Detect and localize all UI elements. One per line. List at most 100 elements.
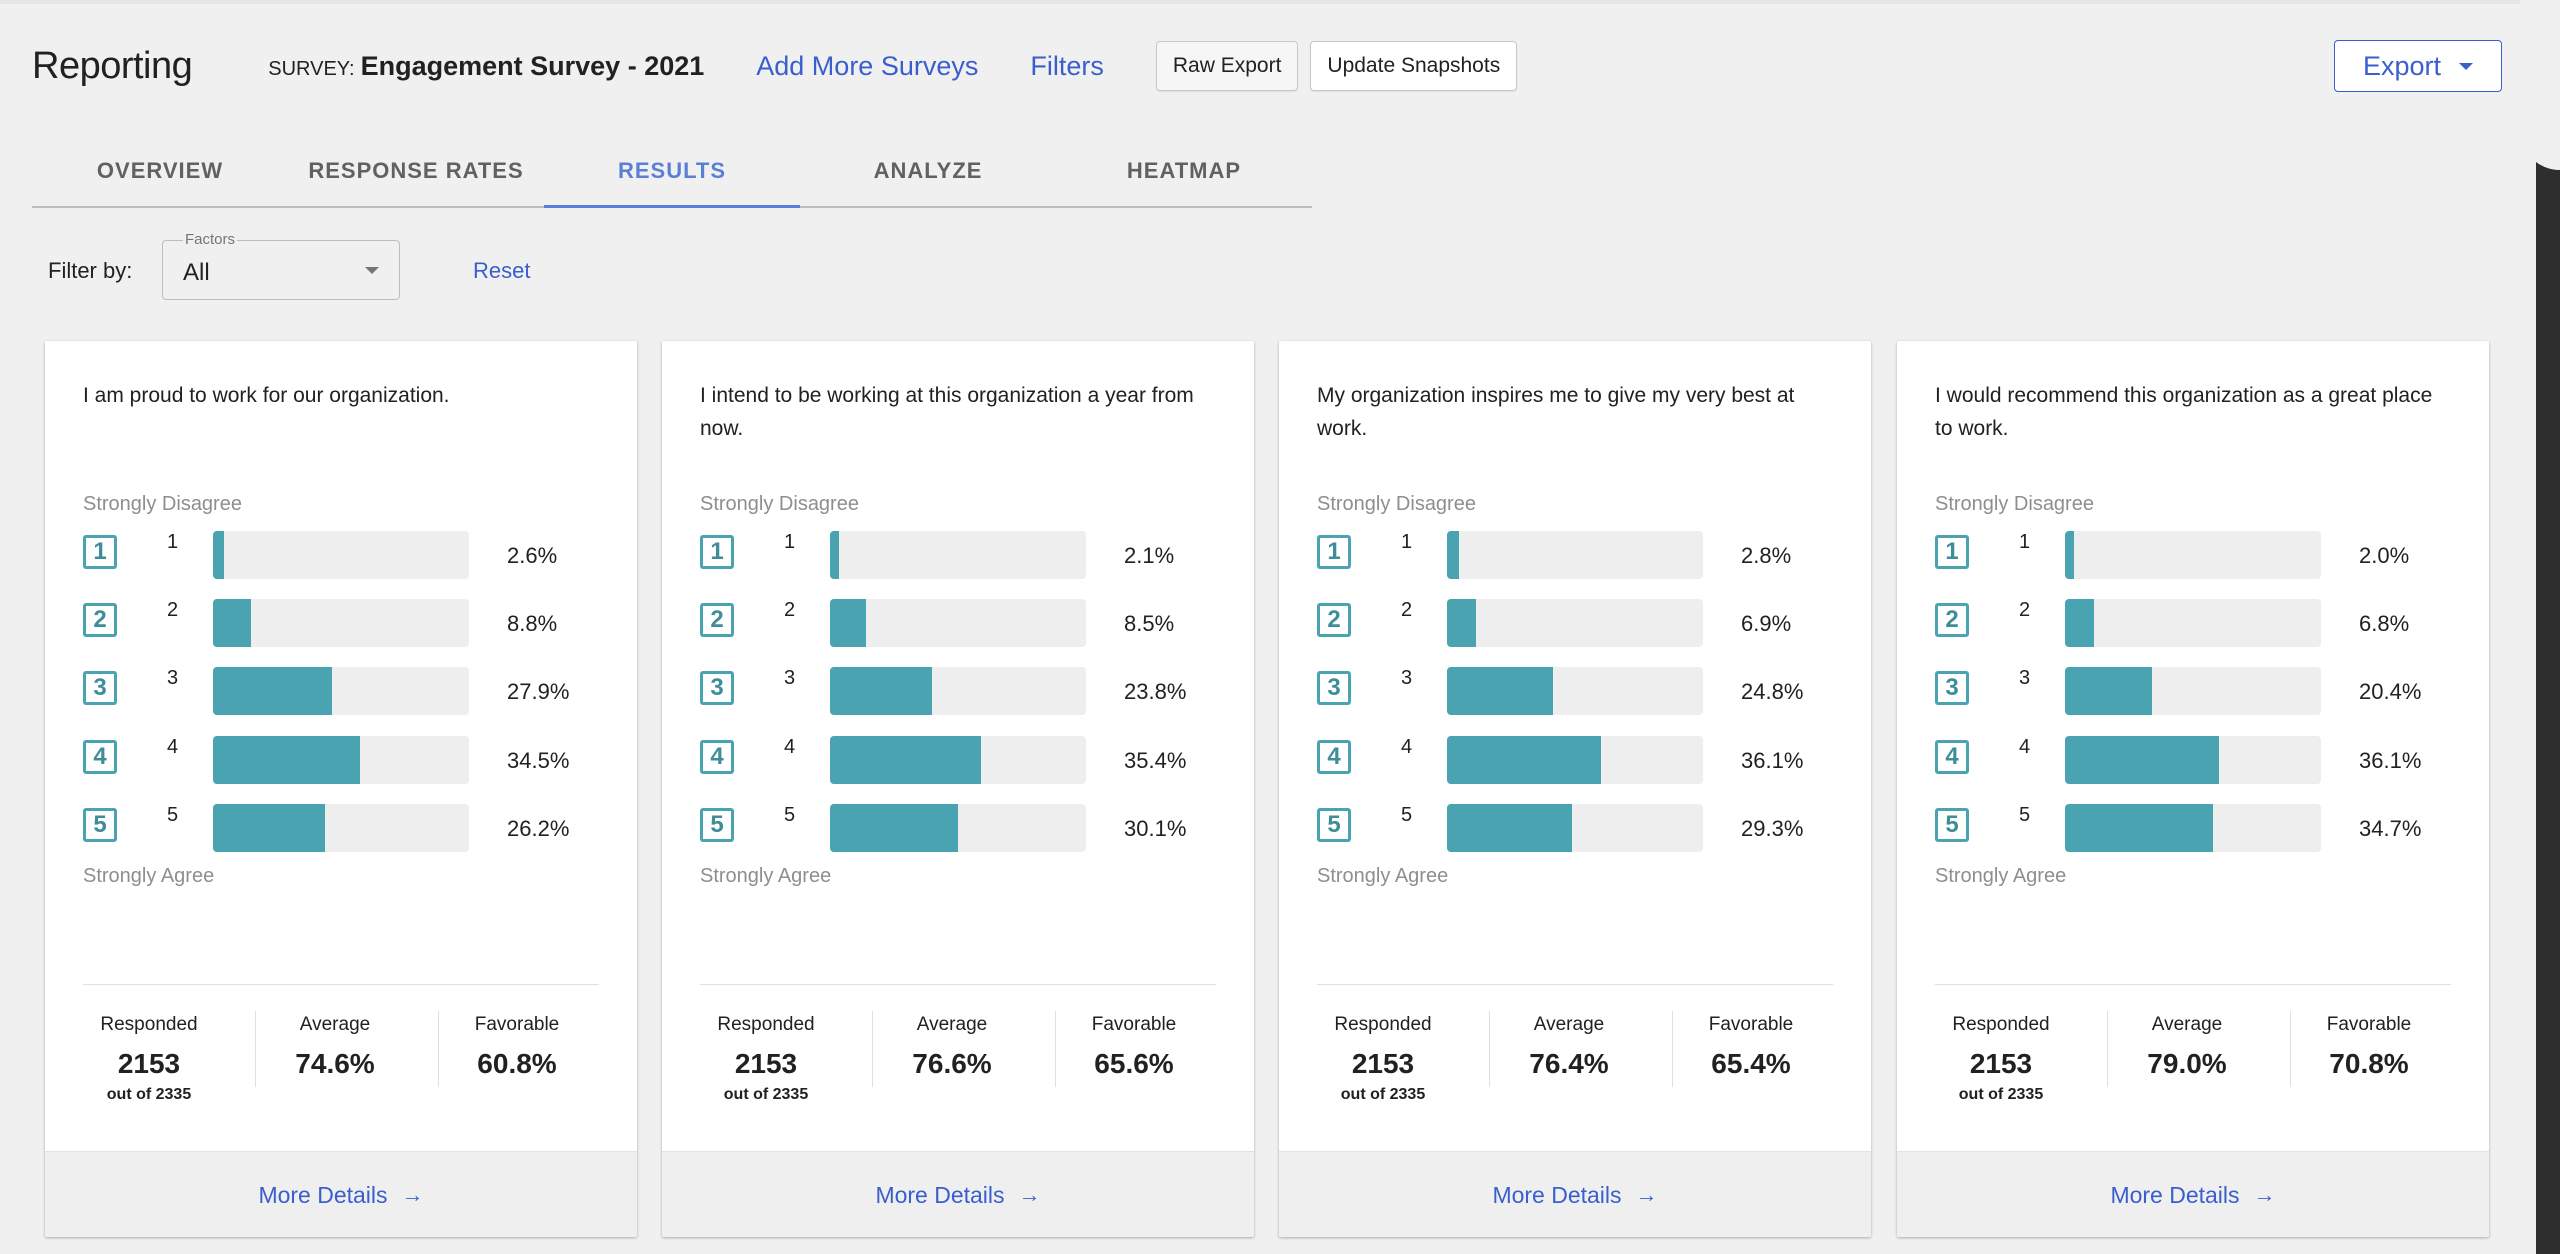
score-badge: 5 (1935, 808, 1969, 842)
stat-label: Average (916, 1014, 988, 1035)
scale-label-bottom: Strongly Agree (1935, 865, 2067, 887)
score-number: 5 (2019, 804, 2031, 826)
page-header: Reporting SURVEY: Engagement Survey - 20… (32, 40, 1529, 92)
more-details-link[interactable]: More Details → (1279, 1151, 1871, 1237)
arrow-right-icon: → (1018, 1182, 1041, 1207)
stat-divider (1672, 1011, 1673, 1087)
percent-value: 2.0% (2359, 543, 2410, 568)
bar-fill (1447, 804, 1572, 852)
score-badge: 4 (700, 740, 734, 774)
page-title: Reporting (32, 44, 193, 87)
stat-average: Average 76.6% (866, 1011, 1038, 1080)
filters-link[interactable]: Filters (1030, 50, 1104, 81)
score-number: 3 (784, 667, 796, 689)
tab-response-rates[interactable]: RESPONSE RATES (308, 158, 524, 183)
tab-analyze[interactable]: ANALYZE (873, 158, 983, 183)
filter-label: Filter by: (48, 258, 133, 283)
score-number: 3 (2019, 667, 2031, 689)
percent-value: 2.8% (1741, 543, 1792, 568)
scale-label-top: Strongly Disagree (700, 493, 859, 515)
factors-select-value: All (183, 259, 210, 286)
score-number: 5 (784, 804, 796, 826)
stat-label: Responded (100, 1014, 198, 1035)
scale-label-bottom: Strongly Agree (1317, 865, 1449, 887)
bar-fill (2065, 599, 2094, 647)
distribution-row: 3 3 27.9% (83, 667, 603, 715)
percent-value: 8.8% (507, 611, 558, 636)
percent-value: 27.9% (507, 679, 570, 704)
percent-value: 6.9% (1741, 611, 1792, 636)
percent-value: 6.8% (2359, 611, 2410, 636)
bar-fill (1447, 531, 1459, 579)
stat-value: 2153 (734, 1048, 798, 1079)
more-details-link[interactable]: More Details → (1897, 1151, 2489, 1237)
bar-track (1447, 804, 1703, 852)
score-badge: 1 (83, 535, 117, 569)
percent-value: 2.1% (1124, 543, 1175, 568)
tab-heatmap[interactable]: HEATMAP (1126, 158, 1242, 183)
raw-export-button[interactable]: Raw Export (1155, 41, 1299, 91)
stat-label: Average (1533, 1014, 1605, 1035)
stat-label: Responded (717, 1014, 815, 1035)
score-number: 4 (167, 736, 179, 758)
score-number: 4 (784, 736, 796, 758)
bar-fill (2065, 667, 2153, 715)
score-badge: 2 (83, 603, 117, 637)
percent-value: 36.1% (1741, 748, 1804, 773)
bar-track (1447, 736, 1703, 784)
more-details-label: More Details (875, 1181, 1005, 1208)
bar-fill (213, 531, 225, 579)
survey-name: Engagement Survey - 2021 (360, 50, 705, 81)
scale-label-top: Strongly Disagree (1935, 493, 2094, 515)
score-badge: 4 (1317, 740, 1351, 774)
score-number: 3 (167, 667, 179, 689)
factors-select[interactable]: Factors All (162, 231, 400, 300)
stat-favorable: Favorable 65.6% (1048, 1011, 1220, 1080)
bar-track (1447, 667, 1703, 715)
score-number: 1 (1401, 531, 1413, 553)
more-details-link[interactable]: More Details → (45, 1151, 637, 1237)
bar-track (213, 736, 469, 784)
percent-value: 30.1% (1124, 816, 1187, 841)
question-card: My organization inspires me to give my v… (1279, 341, 1871, 1237)
stat-label: Average (2151, 1014, 2223, 1035)
score-badge: 1 (1317, 535, 1351, 569)
stat-subtext: out of 2335 (723, 1086, 809, 1103)
factors-select-legend: Factors (183, 231, 238, 248)
bar-track (830, 804, 1086, 852)
stat-favorable: Favorable 60.8% (431, 1011, 603, 1080)
bar-fill (213, 736, 361, 784)
bar-fill (213, 804, 325, 852)
percent-value: 34.7% (2359, 816, 2422, 841)
question-text: I would recommend this organization as a… (1935, 384, 2433, 440)
score-number: 2 (167, 599, 179, 621)
score-badge: 1 (700, 535, 734, 569)
stat-value: 65.4% (1711, 1048, 1791, 1079)
bar-fill (213, 667, 333, 715)
export-button[interactable]: Export (2334, 40, 2502, 92)
score-number: 5 (167, 804, 179, 826)
tab-overview[interactable]: OVERVIEW (96, 158, 224, 183)
reset-link[interactable]: Reset (473, 258, 531, 283)
stat-average: Average 79.0% (2101, 1011, 2273, 1080)
window-corner (2520, 0, 2560, 170)
distribution-row: 1 1 2.1% (700, 531, 1220, 579)
distribution-row: 1 1 2.6% (83, 531, 603, 579)
score-badge: 3 (700, 671, 734, 705)
bar-fill (1447, 736, 1602, 784)
distribution-row: 2 2 6.9% (1317, 599, 1837, 647)
percent-value: 29.3% (1741, 816, 1804, 841)
distribution-row: 5 5 34.7% (1935, 804, 2455, 852)
stat-value: 2153 (1351, 1048, 1415, 1079)
add-surveys-link[interactable]: Add More Surveys (756, 50, 979, 81)
tab-results[interactable]: RESULTS (617, 158, 727, 183)
scale-label-bottom: Strongly Agree (83, 865, 215, 887)
bar-track (1447, 599, 1703, 647)
scale-label-top: Strongly Disagree (1317, 493, 1476, 515)
distribution-row: 4 4 36.1% (1935, 736, 2455, 784)
percent-value: 8.5% (1124, 611, 1175, 636)
update-snapshots-button[interactable]: Update Snapshots (1310, 41, 1518, 91)
bar-track (2065, 804, 2321, 852)
stat-divider (438, 1011, 439, 1087)
more-details-link[interactable]: More Details → (662, 1151, 1254, 1237)
